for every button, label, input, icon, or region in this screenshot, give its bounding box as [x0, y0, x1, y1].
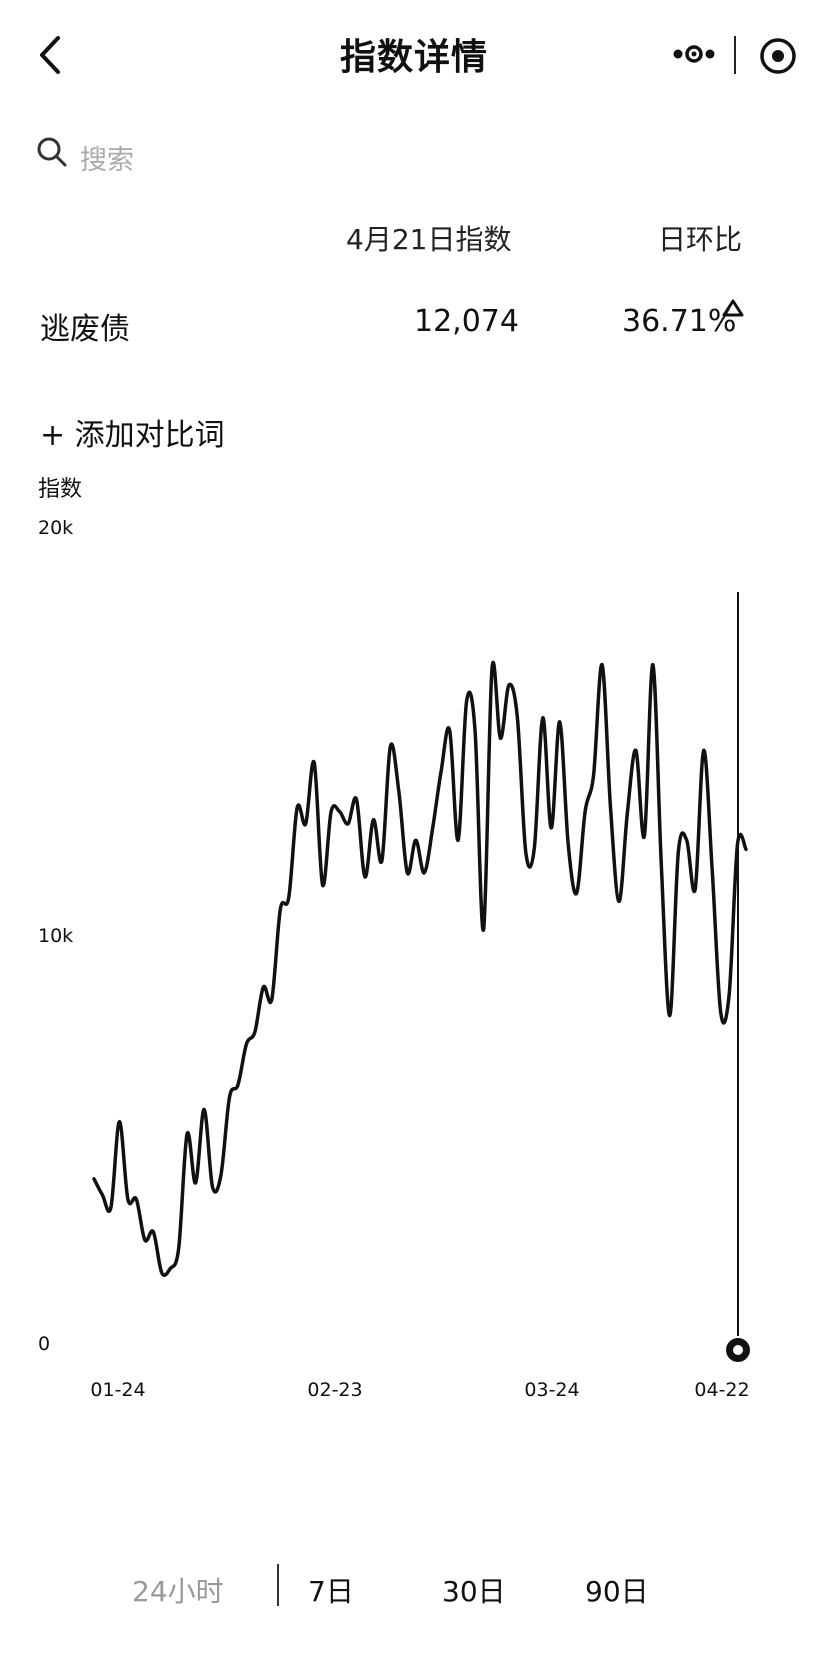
- y-axis-label: 指数: [38, 477, 82, 502]
- y-tick-label: 10k: [38, 925, 73, 947]
- series-line: [92, 660, 748, 1277]
- x-tick-label: 03-24: [524, 1379, 579, 1401]
- search-bar[interactable]: 搜索: [36, 132, 336, 178]
- y-tick-label: 0: [38, 1333, 50, 1355]
- range-tabs: 24小时 7日 30日 90日: [0, 1564, 828, 1630]
- record-target-icon[interactable]: [758, 36, 798, 76]
- page-title: 指数详情: [339, 37, 488, 78]
- tab-30d[interactable]: 30日: [442, 1575, 506, 1608]
- nav-bar: 指数详情: [0, 0, 828, 110]
- nav-divider: [734, 36, 736, 74]
- y-tick-labels: 20k 10k 0: [38, 517, 73, 1355]
- add-compare-button[interactable]: + 添加对比词: [40, 418, 225, 453]
- more-dots-icon[interactable]: [672, 36, 716, 72]
- tab-90d[interactable]: 90日: [585, 1575, 649, 1608]
- x-tick-label: 01-24: [90, 1379, 145, 1401]
- tab-divider: [277, 1564, 279, 1606]
- chevron-left-icon[interactable]: [30, 30, 70, 80]
- search-icon: [37, 137, 67, 167]
- index-line-chart[interactable]: 指数 20k 10k 0 01-24 02-23 03-24 04-22: [0, 477, 828, 1420]
- search-placeholder: 搜索: [80, 145, 134, 176]
- column-header-index: 4月21日指数: [346, 223, 512, 256]
- cursor-marker-inner: [733, 1345, 743, 1355]
- x-tick-label: 04-22: [694, 1379, 749, 1401]
- cursor-marker: [726, 1338, 750, 1362]
- x-tick-label: 02-23: [307, 1379, 362, 1401]
- y-tick-label: 20k: [38, 517, 73, 539]
- change-value: 36.71%: [622, 304, 737, 339]
- x-tick-labels: 01-24 02-23 03-24 04-22: [90, 1379, 749, 1401]
- index-value: 12,074: [414, 304, 519, 339]
- tab-24h[interactable]: 24小时: [132, 1575, 224, 1608]
- keyword-label: 逃废债: [40, 312, 130, 347]
- triangle-up-icon: [722, 299, 744, 317]
- column-header-change: 日环比: [658, 223, 743, 256]
- tab-7d[interactable]: 7日: [308, 1575, 354, 1608]
